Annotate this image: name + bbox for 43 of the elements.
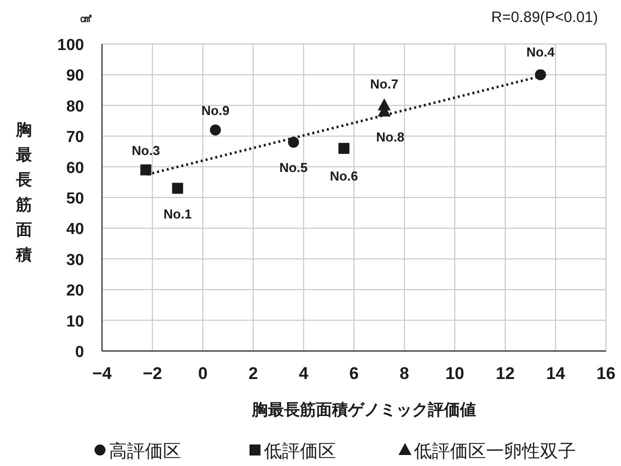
x-tick-label: 16 [596, 364, 616, 383]
annotation: No.4 [526, 44, 556, 60]
point [172, 182, 184, 194]
text: R=0.89(P<0.01) [491, 9, 598, 26]
legend-label: 高評価区 [109, 441, 181, 461]
x-tick-label: 6 [349, 364, 359, 383]
y-tick-label: 0 [75, 344, 84, 361]
y-tick-label: 70 [66, 129, 84, 146]
text: ㎠ [80, 11, 92, 25]
annotation: No.1 [164, 206, 192, 222]
x-tick-label: 8 [400, 364, 410, 383]
annotation: No.6 [330, 168, 358, 184]
annotation: No.7 [370, 76, 398, 92]
y-tick-label: 30 [66, 252, 84, 269]
y-tick-label: 50 [66, 190, 84, 208]
y-tick-label: 20 [66, 282, 84, 300]
x-tick-label: 0 [198, 364, 208, 383]
y-tick-label: 80 [66, 98, 84, 116]
y-tick-label: 40 [66, 221, 84, 238]
x-axis-title: 胸最長筋面積ゲノミック評価値 [251, 401, 476, 419]
annotation: No.5 [279, 160, 308, 176]
y-tick-label: 90 [66, 68, 84, 85]
x-tick-label: −4 [92, 364, 112, 383]
annotation: No.9 [201, 102, 230, 118]
point [288, 136, 300, 148]
point [534, 69, 546, 80]
annotation: No.3 [132, 142, 160, 158]
y-tick-label: 100 [57, 37, 84, 54]
x-tick-label: 4 [298, 364, 309, 383]
legend-label: 低評価区 [264, 441, 336, 461]
annotation: No.8 [376, 130, 404, 145]
legend-label: 低評価区一卵性双子 [414, 441, 576, 461]
x-tick-label: 12 [496, 364, 515, 383]
x-tick-label: 10 [445, 364, 464, 383]
x-tick-label: 2 [248, 364, 258, 383]
y-tick-label: 60 [66, 160, 84, 177]
x-tick-label: 14 [546, 364, 566, 383]
y-tick-label: 10 [66, 313, 84, 330]
point [338, 142, 350, 154]
y-axis-title: 胸最長筋面積 [15, 121, 32, 264]
point [140, 164, 152, 176]
point [210, 124, 221, 136]
x-tick-label: −2 [142, 364, 162, 383]
